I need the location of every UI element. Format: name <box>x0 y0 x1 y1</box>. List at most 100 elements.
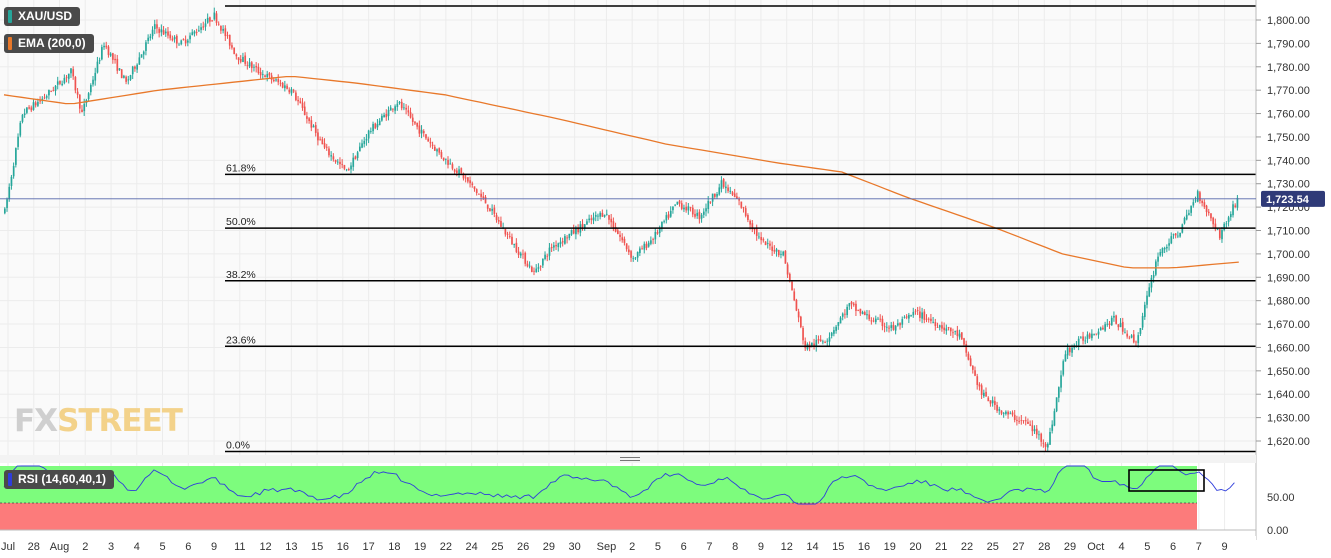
candle-body <box>663 221 665 223</box>
candle-body <box>542 258 544 266</box>
candle-body <box>1236 197 1239 208</box>
candle-body <box>370 131 372 132</box>
time-tick-label: 7 <box>706 541 712 553</box>
candle-body <box>749 220 751 225</box>
candle-body <box>1060 375 1062 388</box>
candle-body <box>780 254 782 255</box>
candle-body <box>182 39 185 41</box>
candle-body <box>762 239 765 241</box>
candle-body <box>475 189 478 193</box>
candle-body <box>837 322 840 326</box>
candle-body <box>1104 324 1106 331</box>
candle-body <box>460 168 463 174</box>
candle-body <box>839 317 842 324</box>
time-tick-label: 8 <box>732 541 738 553</box>
candle-body <box>575 227 577 235</box>
candle-body <box>674 204 677 206</box>
candle-body <box>564 236 566 244</box>
price-tick-label: 1,620.00 <box>1267 436 1310 448</box>
ema-line <box>3 75 1239 269</box>
candle-body <box>21 114 24 122</box>
candle-body <box>458 169 460 175</box>
price-tick-label: 1,730.00 <box>1267 179 1310 191</box>
candle-body <box>268 73 271 76</box>
time-tick-label: 9 <box>758 541 764 553</box>
candle-body <box>857 309 860 311</box>
candle-body <box>980 385 983 396</box>
candle-body <box>874 318 877 323</box>
candle-body <box>1201 200 1204 203</box>
candle-body <box>643 243 646 250</box>
candle-body <box>134 66 136 69</box>
candle-body <box>343 165 346 169</box>
candle-body <box>1212 217 1215 225</box>
candle-body <box>352 157 355 167</box>
candle-body <box>1115 315 1118 324</box>
candle-body <box>804 341 807 349</box>
candle-body <box>866 314 868 316</box>
price-tick-label: 1,770.00 <box>1267 85 1310 97</box>
candle-body <box>387 109 390 117</box>
time-tick-label: 5 <box>655 541 661 553</box>
candle-body <box>306 116 308 119</box>
candle-body <box>1042 442 1045 444</box>
candle-body <box>1121 321 1124 332</box>
candle-body <box>1143 304 1146 317</box>
symbol-legend[interactable]: XAU/USD <box>4 7 81 26</box>
candle-body <box>709 201 712 203</box>
candle-body <box>1137 335 1140 344</box>
rsi-legend[interactable]: RSI (14,60,40,1) <box>4 470 115 489</box>
candle-body <box>427 138 430 142</box>
candle-body <box>927 318 930 320</box>
candle-body <box>603 214 606 217</box>
time-tick-label: 28 <box>1038 541 1050 553</box>
candle-body <box>846 306 849 316</box>
candle-body <box>908 314 910 319</box>
candle-body <box>1000 410 1003 414</box>
candle-body <box>665 215 668 221</box>
candle-body <box>605 213 608 215</box>
ema-legend[interactable]: EMA (200,0) <box>4 34 94 53</box>
price-tick-label: 1,750.00 <box>1267 132 1310 144</box>
candle-body <box>877 318 879 320</box>
candle-body <box>971 365 974 370</box>
candle-body <box>78 94 81 109</box>
pane-divider[interactable] <box>0 455 1256 463</box>
candle-body <box>923 311 926 320</box>
candle-body <box>1188 213 1190 215</box>
candle-body <box>442 157 445 161</box>
symbol-swatch <box>8 10 12 23</box>
candle-body <box>363 140 366 144</box>
price-axis: 1,620.00 1,630.00 1,640.00 1,650.00 1,660.00… <box>1255 0 1331 558</box>
candle-body <box>883 326 886 328</box>
candle-body <box>616 230 619 235</box>
candle-body <box>769 243 771 246</box>
candle-body <box>15 148 17 165</box>
candle-body <box>700 214 703 219</box>
candle-body <box>112 53 114 60</box>
candle-body <box>48 90 50 96</box>
candle-body <box>548 247 551 256</box>
candle-body <box>863 312 866 316</box>
candle-body <box>72 69 75 77</box>
candle-body <box>766 243 769 244</box>
candle-body <box>921 312 923 319</box>
candle-body <box>1071 347 1073 353</box>
candle-body <box>449 163 452 165</box>
candle-body <box>1066 347 1069 356</box>
candle-body <box>1179 232 1181 237</box>
candle-body <box>339 161 341 165</box>
time-tick-label: 29 <box>543 541 555 553</box>
candle-body <box>28 107 30 109</box>
rsi-lower-zone <box>0 503 1197 530</box>
candle-body <box>478 193 480 195</box>
candle-body <box>1221 230 1223 240</box>
candle-body <box>557 243 560 248</box>
candle-body <box>656 232 659 234</box>
candle-body <box>211 20 213 22</box>
candle-body <box>248 62 251 67</box>
candle-body <box>151 29 154 37</box>
candle-body <box>116 58 119 71</box>
candle-body <box>998 409 1001 411</box>
